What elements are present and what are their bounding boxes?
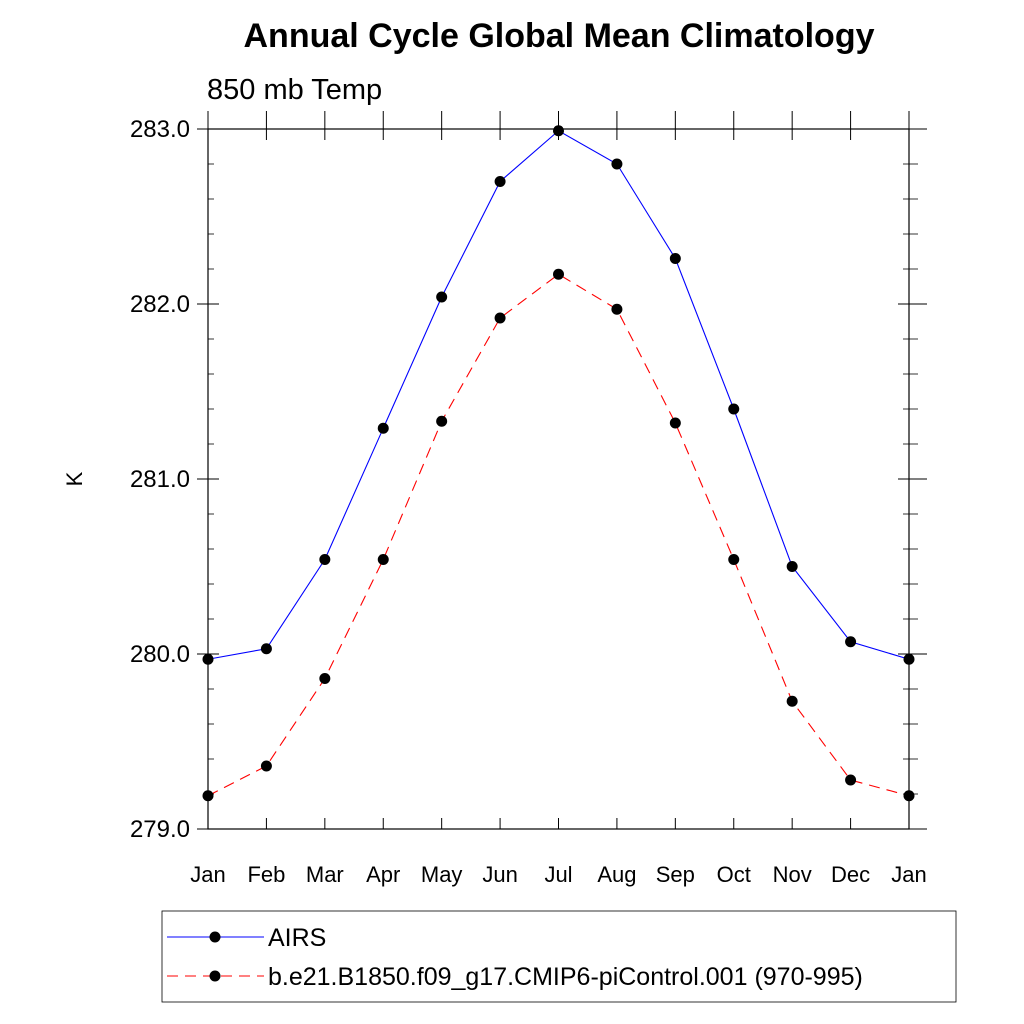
series-line-1	[207, 130, 910, 660]
x-tick-label: Nov	[773, 862, 812, 887]
series-2-point	[319, 673, 331, 684]
series-1-point	[377, 422, 389, 434]
series-1-point	[494, 176, 506, 187]
series-1-point	[669, 253, 681, 264]
series-1-point	[611, 158, 623, 170]
chart-subtitle: 850 mb Temp	[207, 74, 382, 106]
x-tick-label: Apr	[366, 862, 400, 887]
legend-box	[161, 910, 957, 1003]
series-2-point	[494, 312, 506, 324]
series-2-point	[553, 268, 564, 280]
series-2-point	[786, 695, 798, 707]
legend-label-2: b.e21.B1850.f09_g17.CMIP6-piControl.001 …	[268, 963, 863, 991]
data-series	[202, 125, 915, 802]
x-tick-label: Oct	[717, 862, 751, 887]
x-tick-labels: Jan Feb Mar Apr May Jun Jul Aug Sep Oct Nov Dec Jan	[190, 862, 926, 887]
x-tick-label: Jan	[190, 862, 225, 887]
series-2-point	[845, 774, 857, 786]
series-1-point	[260, 643, 272, 655]
series-1-point	[728, 403, 740, 415]
y-tick-label: 283.0	[130, 116, 190, 143]
series-2-point	[669, 417, 681, 429]
chart-title: Annual Cycle Global Mean Climatology	[244, 17, 875, 55]
axis-ticks	[197, 111, 927, 830]
y-tick-label: 279.0	[130, 816, 190, 843]
series-1-point	[319, 554, 331, 565]
series-1-point	[786, 561, 798, 572]
y-tick-labels: 279.0 280.0 281.0 282.0 283.0	[130, 116, 190, 843]
x-tick-label: Dec	[831, 862, 870, 887]
x-tick-label: Jan	[891, 862, 926, 887]
legend-marker-1	[209, 931, 221, 943]
series-2-point	[377, 554, 389, 565]
y-tick-label: 281.0	[130, 466, 190, 493]
series-line-2	[207, 273, 910, 797]
y-axis-label: K	[62, 471, 87, 486]
x-tick-label: Feb	[247, 862, 285, 887]
x-tick-label: Mar	[306, 862, 344, 887]
legend-label-1: AIRS	[268, 924, 326, 952]
plot-frame	[207, 128, 910, 830]
series-2-point	[611, 303, 623, 315]
series-2-point	[436, 415, 448, 427]
series-2-point	[728, 554, 740, 565]
legend-marker-2	[209, 970, 221, 982]
y-tick-label: 280.0	[130, 641, 190, 668]
series-1-point	[553, 125, 564, 137]
series-2-point	[260, 760, 272, 772]
series-1-point	[845, 636, 857, 648]
x-tick-label: May	[421, 862, 463, 887]
series-1-point	[436, 291, 448, 303]
y-tick-label: 282.0	[130, 291, 190, 318]
x-tick-label: Jul	[544, 862, 572, 887]
x-tick-label: Jun	[482, 862, 517, 887]
x-tick-label: Aug	[597, 862, 636, 887]
legend: AIRS b.e21.B1850.f09_g17.CMIP6-piControl.…	[161, 910, 957, 1003]
x-tick-label: Sep	[656, 862, 695, 887]
